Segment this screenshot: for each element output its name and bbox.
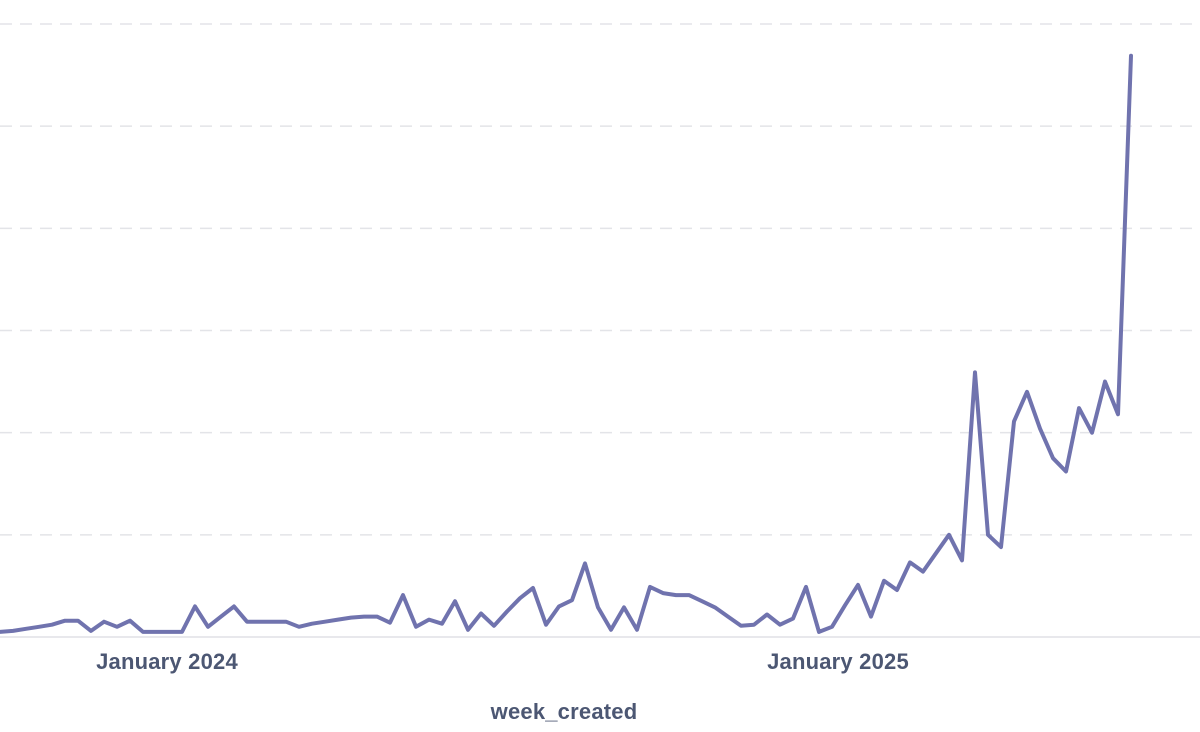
x-axis-title: week_created <box>490 699 638 724</box>
trend-line <box>0 53 1133 634</box>
x-tick-label-january-2025: January 2025 <box>767 649 909 674</box>
x-tick-label-january-2024: January 2024 <box>96 649 238 674</box>
